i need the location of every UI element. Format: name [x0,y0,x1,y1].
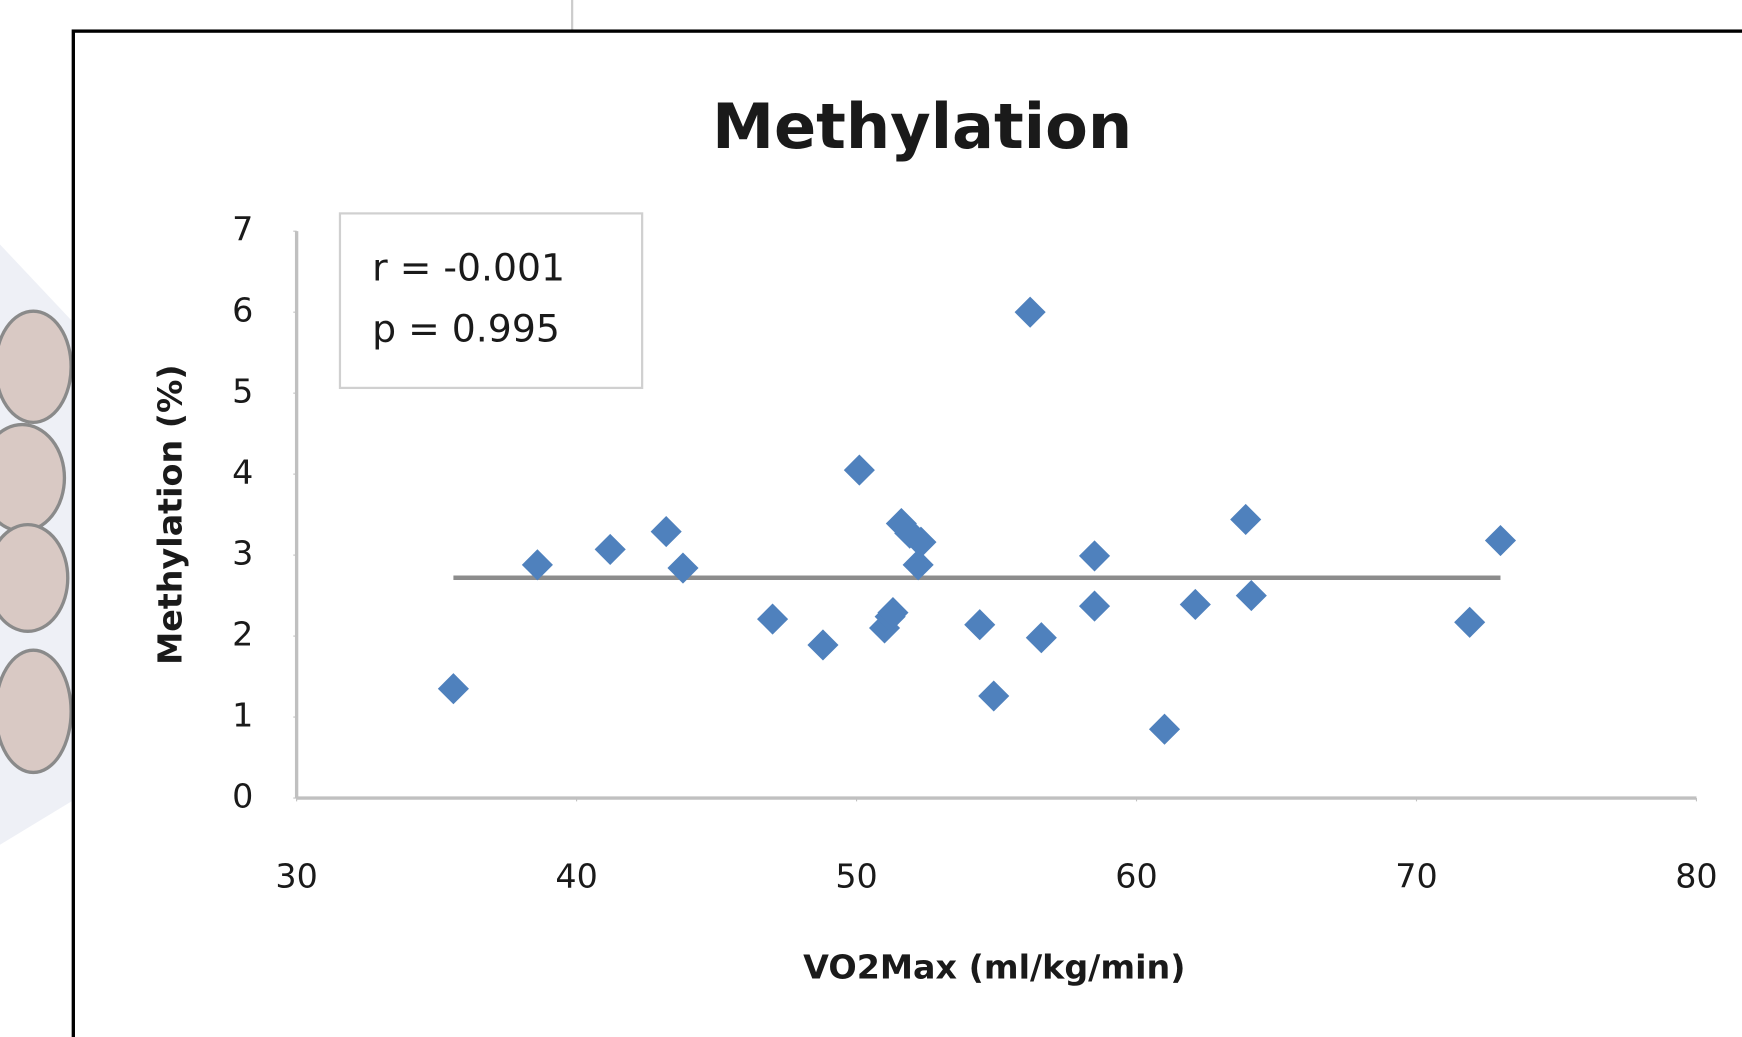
background-illustration [0,244,74,845]
y-tick-label: 3 [232,534,253,573]
x-tick-label: 50 [835,857,877,896]
x-tick-label: 80 [1675,857,1717,896]
y-axis-title: Methylation (%) [151,364,190,665]
scatter-point [594,533,626,565]
x-tick-label: 70 [1395,857,1437,896]
x-tick-label: 60 [1115,857,1157,896]
scatter-point [905,526,937,558]
scatter-point [877,597,909,629]
scatter-point [521,549,553,581]
y-tick-label: 5 [232,372,253,411]
scatter-point [1025,622,1057,654]
scatter-point [757,603,789,635]
y-tick-label: 7 [232,210,253,249]
chart-title: Methylation [712,90,1132,163]
y-tick-label: 0 [232,777,253,816]
x-tick-label: 30 [275,857,317,896]
y-tick-label: 2 [232,615,253,654]
scatter-point [902,549,934,581]
scatter-point [1235,580,1267,612]
stats-box [338,212,644,390]
stat-r: r = -0.001 [372,246,565,290]
y-tick-label: 1 [232,696,253,735]
scatter-point [667,552,699,584]
scatter-point [807,629,839,661]
scatter-point [650,516,682,548]
scatter-point [978,680,1010,712]
y-tick-label: 4 [232,453,253,492]
y-tick-label: 6 [232,291,253,330]
scatter-point [1484,524,1517,557]
stat-p: p = 0.995 [372,307,560,351]
scatter-point [1078,590,1111,622]
x-tick-label: 40 [555,857,597,896]
scatter-point [964,609,996,641]
scatter-point [437,673,469,705]
x-axis-title: VO2Max (ml/kg/min) [803,948,1185,987]
scatter-point [843,454,875,486]
scatter-point [885,507,917,540]
